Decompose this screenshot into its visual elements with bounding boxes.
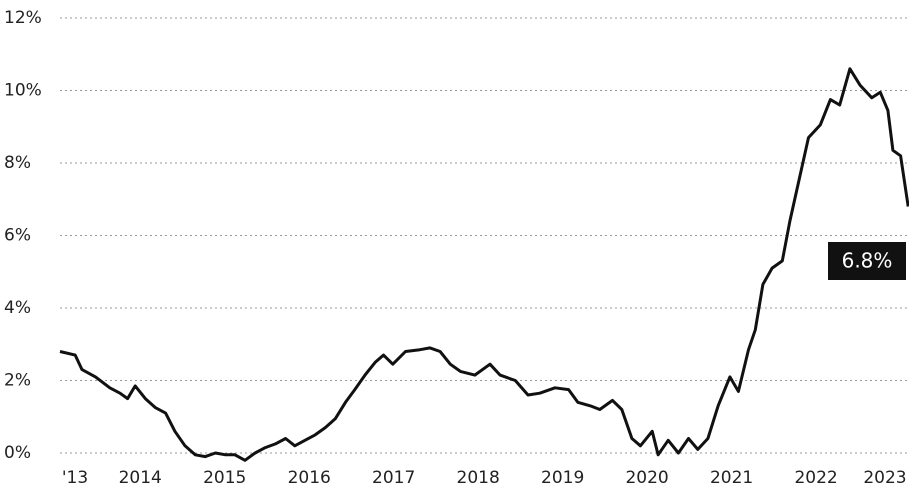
x-tick-label: 2016 bbox=[288, 468, 331, 488]
x-tick-label: 2017 bbox=[372, 468, 415, 488]
x-tick-label: 2023 bbox=[863, 468, 906, 488]
x-tick-label: '13 bbox=[62, 468, 88, 488]
y-tick-label: 4% bbox=[4, 298, 31, 318]
y-tick-label: 12% bbox=[4, 8, 42, 28]
x-tick-label: 2020 bbox=[625, 468, 668, 488]
y-tick-label: 10% bbox=[4, 81, 42, 101]
x-tick-label: 2022 bbox=[794, 468, 837, 488]
line bbox=[59, 67, 909, 462]
x-tick-label: 2015 bbox=[203, 468, 246, 488]
end-label: 6.8% bbox=[842, 249, 893, 273]
y-tick-label: 6% bbox=[4, 226, 31, 246]
x-tick-label: 2014 bbox=[119, 468, 162, 488]
y-tick-label: 2% bbox=[4, 371, 31, 391]
x-tick-label: 2019 bbox=[541, 468, 584, 488]
y-tick-label: 0% bbox=[4, 443, 31, 463]
x-tick-label: 2021 bbox=[710, 468, 753, 488]
x-tick-label: 2018 bbox=[457, 468, 500, 488]
end-label-box bbox=[828, 242, 906, 280]
y-tick-label: 8% bbox=[4, 153, 31, 173]
